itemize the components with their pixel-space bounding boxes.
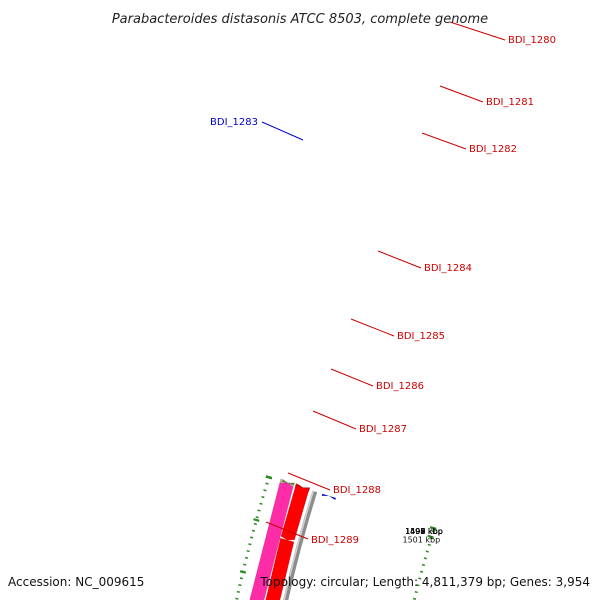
leader-line xyxy=(449,21,506,41)
kbp-tick xyxy=(427,534,434,539)
leader-line xyxy=(377,250,422,269)
gene-label: BDI_1284 xyxy=(424,263,472,274)
map-title: Parabacteroides distasonis ATCC 8503, co… xyxy=(112,12,488,27)
gene-arrow-blue xyxy=(321,493,337,501)
backbone-line xyxy=(283,490,318,600)
gene-labels: BDI_1280 BDI_1281 BDI_1282 BDI_1283 BDI_1284… xyxy=(210,35,556,546)
outer-track xyxy=(235,475,273,600)
kbp-label: 1497 kbp xyxy=(405,527,443,536)
outer-tick xyxy=(239,570,247,574)
accession-text: Accession: NC_009615 xyxy=(8,575,144,589)
kbp-tick xyxy=(430,526,437,531)
gene-arrow-red xyxy=(280,485,310,541)
kbp-label: 1494 kbp xyxy=(405,527,443,536)
genome-summary-text: Topology: circular; Length: 4,811,379 bp… xyxy=(259,575,590,589)
gene-label: BDI_1283 xyxy=(210,117,258,128)
leader-line xyxy=(421,132,467,150)
leader-line xyxy=(330,368,374,387)
scale-track xyxy=(412,526,437,600)
leader-line xyxy=(261,121,304,141)
gene-label: BDI_1281 xyxy=(486,97,534,108)
kbp-label: 1495 kbp xyxy=(405,527,443,536)
gene-arrow-red xyxy=(265,537,295,600)
kbp-label: 1496 kbp xyxy=(405,527,443,536)
gene-label: BDI_1285 xyxy=(397,331,445,342)
leader-line xyxy=(287,472,331,491)
gene-arrow-magenta xyxy=(249,482,294,600)
outer-tick xyxy=(265,475,273,480)
gene-label: BDI_1286 xyxy=(376,381,424,392)
leader-line xyxy=(265,521,309,540)
kbp-label: 1499 kbp xyxy=(405,527,443,536)
outer-tick xyxy=(253,518,260,522)
kbp-label: 1492 kbp xyxy=(405,527,443,536)
gene-label: BDI_1280 xyxy=(508,35,556,46)
kbp-label: 1493 kbp xyxy=(405,527,443,536)
kbp-label: 1501 kbp xyxy=(402,536,440,545)
gene-arrow-olive xyxy=(281,479,295,486)
genome-backbone xyxy=(283,490,318,600)
backbone-highlight xyxy=(283,490,315,600)
gene-leaders xyxy=(261,21,506,540)
gene-label: BDI_1288 xyxy=(333,485,381,496)
kbp-label: 1498 kbp xyxy=(405,527,443,536)
leader-line xyxy=(350,318,395,337)
gene-arrow-red xyxy=(295,483,311,491)
gene-label: BDI_1282 xyxy=(469,144,517,155)
gene-label: BDI_1287 xyxy=(359,424,407,435)
kbp-label: 1500 kbp xyxy=(405,527,443,536)
gene-features xyxy=(249,478,337,600)
leader-line xyxy=(312,410,357,430)
leader-line xyxy=(439,85,484,103)
gene-label: BDI_1289 xyxy=(311,535,359,546)
